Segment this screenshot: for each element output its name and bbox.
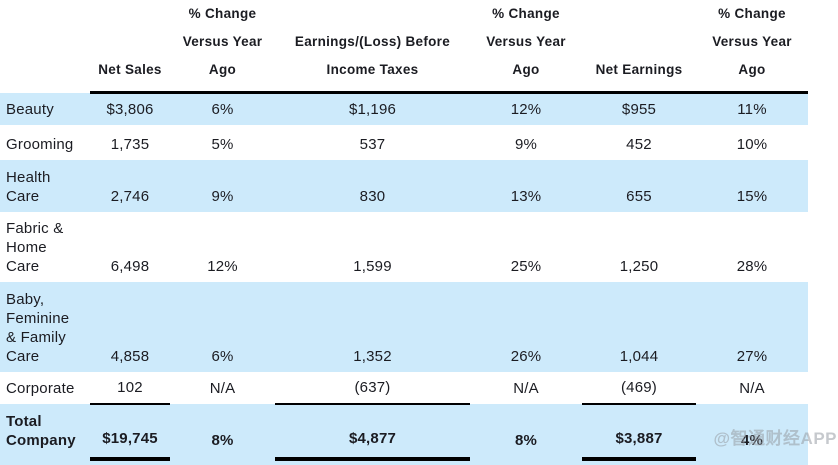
- cell-net-sales-pct: 9%: [170, 160, 275, 212]
- cell-net-sales: $3,806: [90, 92, 170, 125]
- row-label: Corporate: [6, 380, 75, 397]
- header-net-earnings: Net Earnings: [582, 0, 696, 94]
- cell-net-sales: 102: [117, 379, 143, 396]
- table-row-corporate: Corporate 102 N/A (637) N/A (469) N/A: [0, 372, 808, 404]
- cell-net-earnings: $3,887: [582, 403, 696, 459]
- header-earnings-before-income-taxes: Earnings/(Loss) Before Income Taxes: [275, 0, 470, 94]
- cell-net-earnings-pct: 27%: [696, 282, 808, 372]
- total-underline-net-earnings: [582, 457, 696, 465]
- cell-earnings-pct: N/A: [513, 380, 539, 397]
- header-earnings-pct-change: % Change Versus Year Ago: [470, 0, 582, 94]
- cell-net-sales: $19,745: [90, 403, 170, 459]
- table-row-baby-feminine-family-care: Baby, Feminine & Family Care 4,858 6% 1,…: [0, 282, 808, 372]
- cell-earnings: $1,196: [275, 92, 470, 125]
- table-row-health-care: Health Care 2,746 9% 830 13% 655 15%: [0, 160, 808, 212]
- cell-earnings-pct: 25%: [510, 258, 542, 275]
- cell-earnings: 1,352: [275, 282, 470, 372]
- cell-net-sales-pct: 12%: [207, 258, 238, 275]
- table-row-fabric-home-care: Fabric & Home Care 6,498 12% 1,599 25% 1…: [0, 212, 808, 282]
- total-underline-row: [0, 457, 808, 465]
- cell-net-earnings: 655: [582, 160, 696, 212]
- cell-net-sales-pct: N/A: [209, 380, 236, 397]
- cell-net-sales-pct: 6%: [170, 282, 275, 372]
- total-underline-earnings: [275, 457, 470, 465]
- row-label: Baby, Feminine & Family Care: [0, 282, 90, 372]
- cell-net-earnings-pct: 10%: [736, 136, 768, 153]
- cell-net-sales-pct: 5%: [211, 136, 234, 153]
- cell-net-earnings: (469): [620, 379, 658, 396]
- header-net-sales: Net Sales: [90, 0, 170, 94]
- cell-net-sales: 1,735: [110, 136, 150, 153]
- cell-net-sales-pct: 8%: [170, 404, 275, 459]
- header-net-sales-pct-change: % Change Versus Year Ago: [170, 0, 275, 94]
- cell-net-sales-pct: 6%: [170, 92, 275, 125]
- cell-net-earnings-pct: 11%: [696, 92, 808, 125]
- cell-net-sales: 4,858: [90, 282, 170, 372]
- cell-earnings: 830: [275, 160, 470, 212]
- cell-net-earnings-pct: 4%: [696, 404, 808, 459]
- row-label: Beauty: [0, 92, 90, 125]
- cell-earnings-pct: 9%: [514, 136, 538, 153]
- cell-earnings: 1,599: [353, 258, 392, 275]
- header-segment: [0, 0, 90, 93]
- cell-net-earnings-pct: N/A: [739, 380, 765, 397]
- header-net-earnings-pct-change: % Change Versus Year Ago: [696, 0, 808, 94]
- cell-net-earnings-pct: 15%: [696, 160, 808, 212]
- cell-net-earnings: 1,250: [619, 258, 659, 275]
- header-row: Net Sales % Change Versus Year Ago Earni…: [0, 0, 808, 94]
- cell-earnings: (637): [354, 379, 391, 396]
- cell-net-earnings-pct: 28%: [736, 258, 768, 275]
- cell-net-earnings: 452: [626, 136, 652, 153]
- row-label: Grooming: [6, 136, 74, 153]
- watermark: @智通财经APP: [713, 429, 837, 448]
- cell-net-sales: 6,498: [110, 258, 150, 275]
- table-row-total-company: Total Company $19,745 8% $4,877 8% $3,88…: [0, 403, 808, 459]
- cell-earnings: 537: [359, 136, 386, 153]
- cell-earnings-pct: 8%: [470, 404, 582, 459]
- total-underline-net-sales: [90, 457, 170, 465]
- cell-earnings-pct: 12%: [470, 92, 582, 125]
- cell-net-earnings: $955: [582, 92, 696, 125]
- cell-earnings-pct: 26%: [470, 282, 582, 372]
- row-label: Fabric & Home Care: [6, 220, 64, 275]
- table-row-beauty: Beauty $3,806 6% $1,196 12% $955 11%: [0, 92, 808, 125]
- segment-results-table: Net Sales % Change Versus Year Ago Earni…: [0, 0, 808, 465]
- cell-earnings-pct: 13%: [470, 160, 582, 212]
- cell-earnings: $4,877: [275, 403, 470, 459]
- row-label: Health Care: [0, 160, 90, 212]
- cell-net-earnings: 1,044: [582, 282, 696, 372]
- row-label: Total Company: [0, 404, 90, 459]
- cell-net-sales: 2,746: [90, 160, 170, 212]
- table-row-grooming: Grooming 1,735 5% 537 9% 452 10%: [0, 125, 808, 160]
